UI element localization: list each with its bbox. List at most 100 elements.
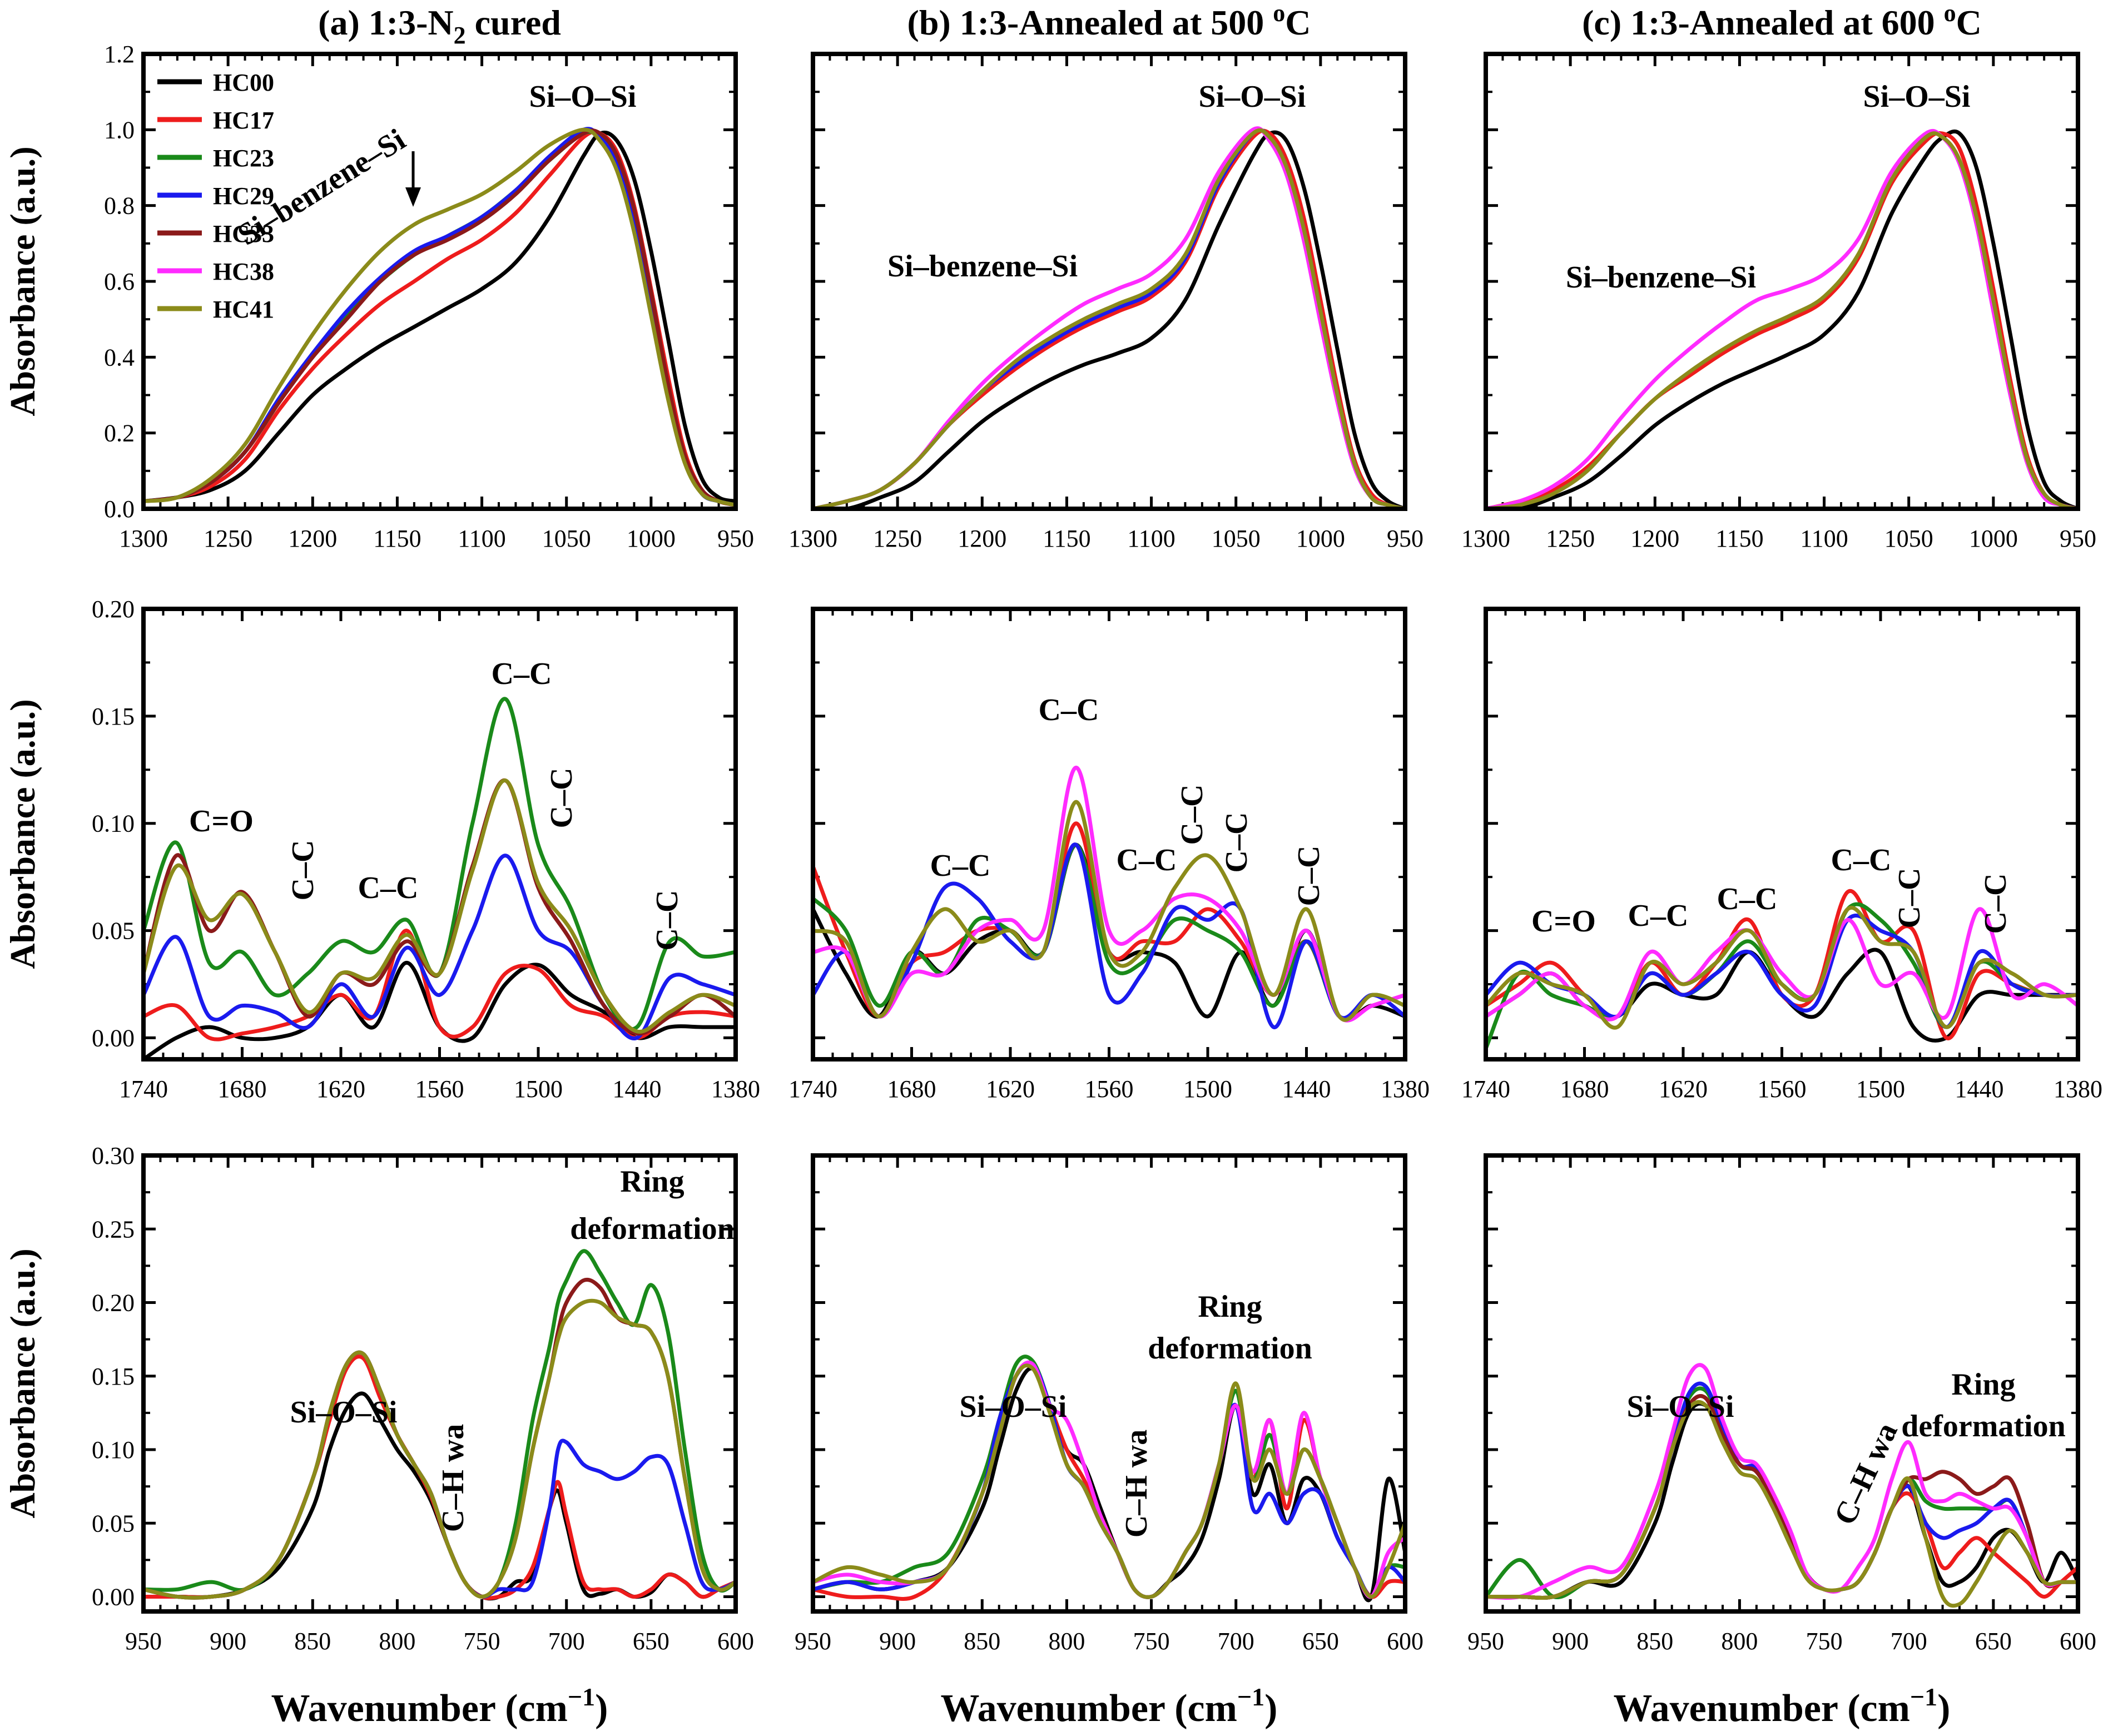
x-tick-label: 1050 bbox=[542, 525, 591, 552]
panel-title-a: (a) 1:3-N2 cured bbox=[318, 3, 561, 49]
annotation-label: Si–O–Si bbox=[529, 80, 637, 114]
series-HC23 bbox=[813, 1355, 1405, 1599]
y-tick-label: 0.05 bbox=[92, 1510, 135, 1537]
legend-label-HC38: HC38 bbox=[213, 258, 274, 285]
annotation-label: C–C bbox=[650, 890, 685, 951]
y-axis-label: Absorbance (a.u.) bbox=[3, 699, 42, 969]
series-HC00 bbox=[1486, 129, 2078, 509]
panel-b-bot: 950 900 850 800 750 700 650 600 Si–O–Si C–H wa Rin… bbox=[795, 1153, 1423, 1655]
series-HC38 bbox=[813, 1360, 1405, 1599]
y-tick-label: 0.00 bbox=[92, 1024, 135, 1051]
x-tick-label: 1500 bbox=[1183, 1075, 1232, 1103]
annotation-label: C–C bbox=[1039, 693, 1099, 727]
series-HC00 bbox=[813, 130, 1405, 509]
x-tick-label: 1100 bbox=[458, 525, 505, 552]
title-rest: C bbox=[1285, 3, 1311, 42]
series-group bbox=[813, 126, 1405, 509]
annotation-label: Si–O–Si bbox=[1627, 1390, 1734, 1424]
x-tick-label: 650 bbox=[633, 1628, 669, 1655]
legend-label-HC41: HC41 bbox=[213, 296, 274, 323]
y-tick-label: 0.2 bbox=[104, 420, 135, 447]
panel-title-c: (c) 1:3-Annealed at 600 oC bbox=[1582, 0, 1982, 42]
y-tick-label: 1.2 bbox=[104, 41, 135, 68]
x-tick-label: 1620 bbox=[1659, 1075, 1708, 1103]
x-tick-label: 1380 bbox=[1381, 1075, 1430, 1103]
x-tick-label: 1200 bbox=[288, 525, 337, 552]
legend-label-HC17: HC17 bbox=[213, 107, 274, 134]
x-tick-label: 1250 bbox=[873, 525, 922, 552]
x-tick-label: 750 bbox=[1133, 1628, 1170, 1655]
x-tick-label: 1740 bbox=[1461, 1075, 1510, 1103]
plot-frame bbox=[1484, 52, 2080, 511]
y-tick-label: 0.8 bbox=[104, 192, 135, 220]
legend: HC00 HC17 HC23 HC29 HC33 HC38 HC41 bbox=[157, 69, 274, 323]
x-axis-label-end: ) bbox=[1937, 1687, 1950, 1730]
x-tick-label: 950 bbox=[1467, 1628, 1504, 1655]
x-tick-label: 950 bbox=[717, 525, 754, 552]
x-tick-label: 1380 bbox=[2054, 1075, 2102, 1103]
x-tick-label: 700 bbox=[1218, 1628, 1254, 1655]
annotation-label: C–C bbox=[544, 768, 579, 829]
x-tick-label: 1050 bbox=[1884, 525, 1933, 552]
x-tick-label: 600 bbox=[2060, 1628, 2096, 1655]
title-superscript: o bbox=[1273, 0, 1285, 27]
annotation-label: C–C bbox=[930, 849, 991, 883]
series-HC41 bbox=[1486, 131, 2078, 509]
x-tick-label: 800 bbox=[1721, 1628, 1758, 1655]
annotation-label: C–C bbox=[286, 840, 320, 901]
series-HC41 bbox=[813, 1363, 1405, 1599]
legend-label-HC33: HC33 bbox=[213, 220, 274, 247]
series-HC00 bbox=[813, 1366, 1405, 1603]
annotation-label: C–C bbox=[1292, 846, 1326, 906]
y-tick-label: 0.4 bbox=[104, 344, 135, 371]
annotation-label: Si–O–Si bbox=[1199, 80, 1306, 114]
series-HC41 bbox=[813, 128, 1405, 509]
x-tick-label: 1380 bbox=[711, 1075, 760, 1103]
x-tick-label: 850 bbox=[1636, 1628, 1673, 1655]
series-HC23 bbox=[143, 697, 736, 1031]
series-group bbox=[1486, 128, 2078, 509]
series-HC41 bbox=[1486, 905, 2078, 1030]
x-tick-label: 1440 bbox=[1282, 1075, 1331, 1103]
y-tick-label: 0.25 bbox=[92, 1216, 135, 1243]
legend-label-HC29: HC29 bbox=[213, 182, 274, 210]
series-group bbox=[1486, 1363, 2078, 1608]
panel-b-top: 1300 1250 1200 1150 1100 1050 1000 950 Si–O–Si Si… bbox=[788, 52, 1423, 552]
annotation-label: deformation bbox=[1148, 1331, 1312, 1366]
panel-a-mid: 1740 1680 1620 1560 1500 1440 1380 0.00 0.05 0.10… bbox=[92, 596, 760, 1103]
x-tick-label: 950 bbox=[795, 1628, 831, 1655]
x-axis-label-sup: −1 bbox=[1237, 1683, 1264, 1711]
plot-frame bbox=[811, 1153, 1407, 1614]
x-tick-label: 1500 bbox=[514, 1075, 563, 1103]
annotation-label: deformation bbox=[1901, 1409, 2066, 1444]
annotation-label: C–H wa bbox=[1119, 1430, 1154, 1537]
plot-frame bbox=[141, 607, 738, 1062]
annotation-label: Si–benzene–Si bbox=[1566, 260, 1756, 295]
series-group bbox=[813, 1355, 1405, 1603]
title-rest: C bbox=[1956, 3, 1982, 42]
annotation-label: Ring bbox=[620, 1164, 684, 1199]
x-axis-label-sup: −1 bbox=[568, 1683, 595, 1711]
x-axis-label-end: ) bbox=[595, 1687, 608, 1730]
y-axis-label: Absorbance (a.u.) bbox=[3, 146, 42, 416]
annotation-label: C–C bbox=[1978, 874, 2013, 934]
arrow-head-icon bbox=[405, 187, 421, 207]
x-tick-label: 1440 bbox=[1955, 1075, 2004, 1103]
plot-frame bbox=[811, 607, 1407, 1062]
x-tick-label: 1150 bbox=[373, 525, 421, 552]
x-tick-label: 950 bbox=[1387, 525, 1423, 552]
x-tick-label: 750 bbox=[1806, 1628, 1843, 1655]
annotation-label: Ring bbox=[1951, 1367, 2015, 1402]
x-tick-label: 1100 bbox=[1800, 525, 1848, 552]
annotation-label: C–C bbox=[1892, 868, 1927, 929]
series-HC41 bbox=[1486, 1400, 2078, 1608]
x-tick-label: 1560 bbox=[1085, 1075, 1134, 1103]
plot-frame bbox=[141, 52, 738, 511]
x-tick-label: 1680 bbox=[887, 1075, 936, 1103]
annotation-label: C–C bbox=[1717, 882, 1778, 916]
series-HC17 bbox=[813, 128, 1405, 509]
y-tick-label: 0.15 bbox=[92, 703, 135, 730]
x-tick-label: 1740 bbox=[119, 1075, 168, 1103]
y-tick-label: 0.0 bbox=[104, 495, 135, 523]
series-HC23 bbox=[143, 1249, 736, 1599]
